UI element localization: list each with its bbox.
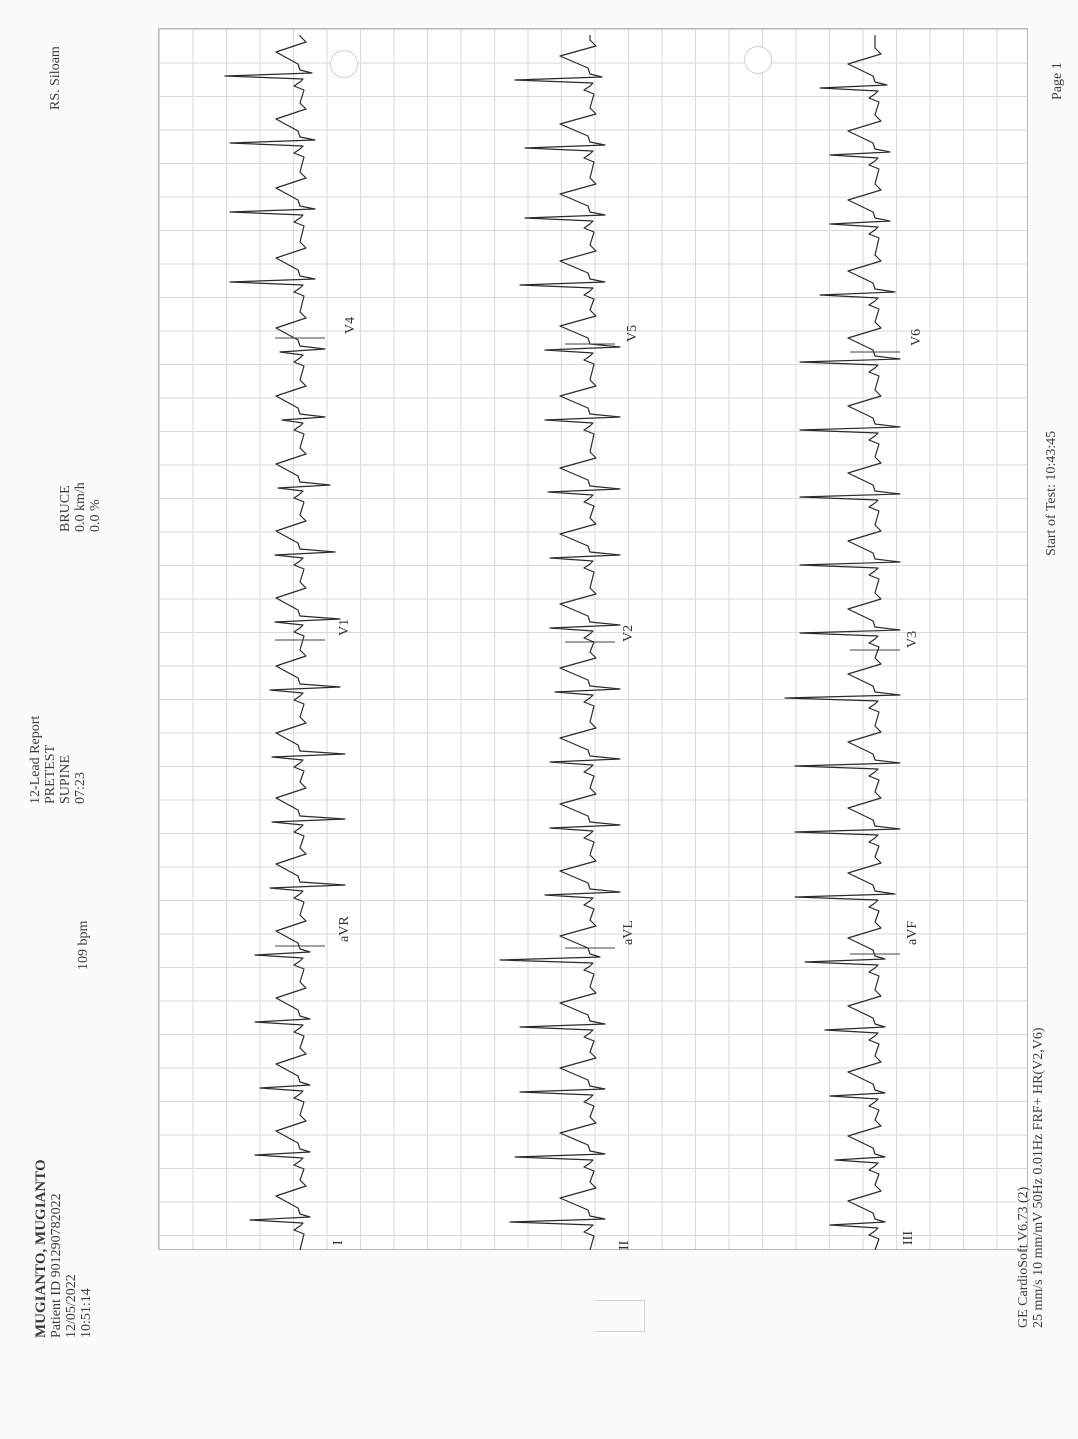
lead-label-ii: II: [617, 1240, 632, 1250]
punch-hole-middle: [744, 46, 772, 74]
lead-label-avr: aVR: [337, 916, 352, 942]
lead-label-iii: III: [901, 1231, 916, 1245]
lead-label-avl: aVL: [621, 920, 636, 945]
ecg-trace-row-1: [224, 35, 346, 1251]
lead-label-v1: V1: [337, 619, 352, 636]
lead-label-avf: aVF: [905, 921, 920, 945]
punch-hole-top: [330, 50, 358, 78]
lead-label-v4: V4: [343, 317, 358, 334]
ecg-trace-row-2: [499, 35, 621, 1251]
lead-label-v3: V3: [905, 631, 920, 648]
ecg-grid: [158, 28, 1028, 1250]
lead-label-v5: V5: [625, 325, 640, 342]
lead-label-v2: V2: [621, 625, 636, 642]
lead-label-v6: V6: [909, 329, 924, 346]
lead-label-i: I: [331, 1240, 346, 1245]
ecg-trace-row-3: [784, 35, 901, 1251]
margin-mark: [594, 1300, 645, 1332]
